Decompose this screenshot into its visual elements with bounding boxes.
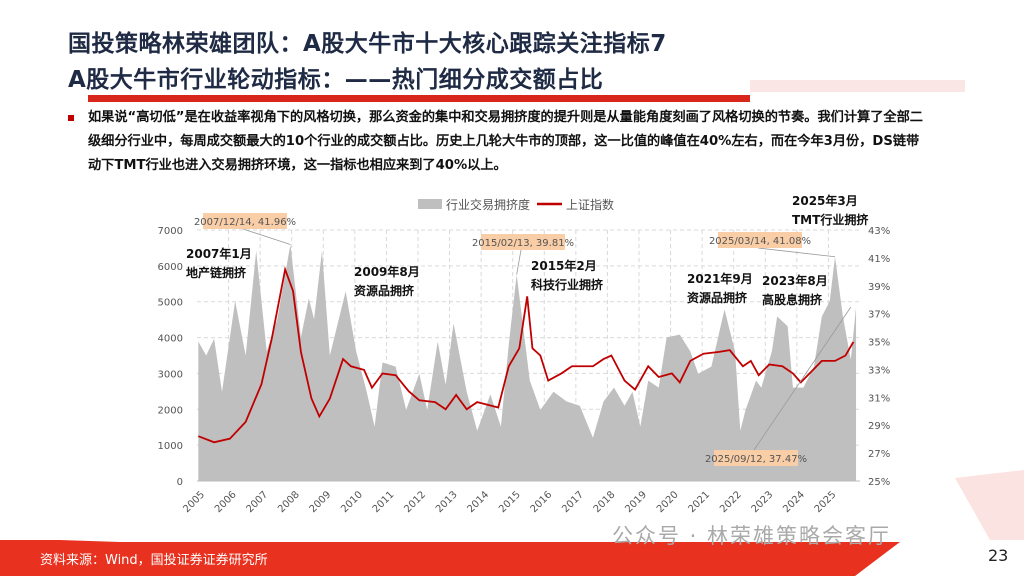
footer-band	[0, 470, 1024, 576]
callout-box	[203, 213, 287, 229]
callout-box	[714, 450, 798, 466]
y-right-tick-label: 43%	[868, 226, 890, 237]
annotation-date: 2023年8月	[762, 273, 828, 288]
annotation-label: 地产链拥挤	[186, 265, 247, 280]
y-right-tick-label: 37%	[868, 310, 890, 321]
watermark: 公众号 · 林荣雄策略会客厅	[612, 524, 892, 548]
y-right-tick-label: 27%	[868, 449, 890, 460]
annotation-label: 科技行业拥挤	[531, 277, 604, 292]
callout-label: 2025/03/14, 41.08%	[709, 236, 811, 247]
annotation-label: TMT行业拥挤	[792, 212, 869, 227]
title-underline	[88, 95, 750, 102]
annotation-date: 2009年8月	[354, 264, 420, 279]
callout-leader	[757, 247, 836, 258]
title-line-1: 国投策略林荣雄团队：A股大牛市十大核心跟踪关注指标7	[68, 31, 667, 57]
bullet-text: 如果说“高切低”是在收益率视角下的风格切换，那么资金的集中和交易拥挤度的提升则是…	[88, 110, 923, 173]
callout-label: 2007/12/14, 41.96%	[194, 217, 296, 228]
title-line-2: A股大牛市行业轮动指标：——热门细分成交额占比	[68, 67, 604, 93]
annotation-date: 2015年2月	[531, 258, 597, 273]
y-left-tick-label: 7000	[158, 226, 183, 237]
footer-decor-pink	[955, 470, 1024, 540]
y-left-tick-label: 0	[177, 477, 183, 488]
annotation-label: 资源品拥挤	[687, 290, 748, 305]
legend-label-crowding: 行业交易拥挤度	[446, 197, 530, 212]
crowding-area	[198, 244, 857, 481]
y-right-tick-label: 25%	[868, 477, 890, 488]
y-right-tick-label: 35%	[868, 338, 890, 349]
legend-swatch-crowding	[418, 199, 442, 209]
y-left-tick-label: 2000	[158, 405, 183, 416]
callout-box	[718, 232, 802, 248]
annotation-date: 2007年1月	[186, 246, 252, 261]
y-right-tick-label: 29%	[868, 421, 890, 432]
y-left-tick-label: 6000	[158, 262, 183, 273]
callout-box	[481, 234, 565, 250]
y-left-tick-label: 4000	[158, 334, 183, 345]
bullet-marker	[68, 115, 74, 121]
y-right-tick-label: 41%	[868, 254, 890, 265]
sse-index-line	[197, 266, 855, 444]
callout-leader	[753, 306, 852, 451]
page-number: 23	[988, 546, 1009, 565]
legend-label-sse: 上证指数	[566, 197, 614, 212]
source-note: 资料来源：Wind，国投证券证券研究所	[40, 553, 268, 568]
y-left-tick-label: 5000	[158, 298, 183, 309]
annotation-label: 资源品拥挤	[354, 283, 415, 298]
callout-label: 2015/02/13, 39.81%	[472, 238, 574, 249]
y-left-tick-label: 1000	[158, 441, 183, 452]
footer-red-band	[0, 540, 900, 576]
callout-label: 2025/09/12, 37.47%	[705, 454, 807, 465]
y-left-tick-label: 3000	[158, 369, 183, 380]
annotation-date: 2021年9月	[687, 271, 753, 286]
annotation-date: 2025年3月	[792, 193, 858, 208]
y-right-tick-label: 31%	[868, 393, 890, 404]
annotation-label: 高股息拥挤	[762, 292, 823, 307]
title-underline-fade	[750, 80, 965, 92]
y-right-tick-label: 39%	[868, 282, 890, 293]
y-right-tick-label: 33%	[868, 365, 890, 376]
callout-leader	[242, 228, 291, 245]
callout-leader	[516, 249, 522, 275]
